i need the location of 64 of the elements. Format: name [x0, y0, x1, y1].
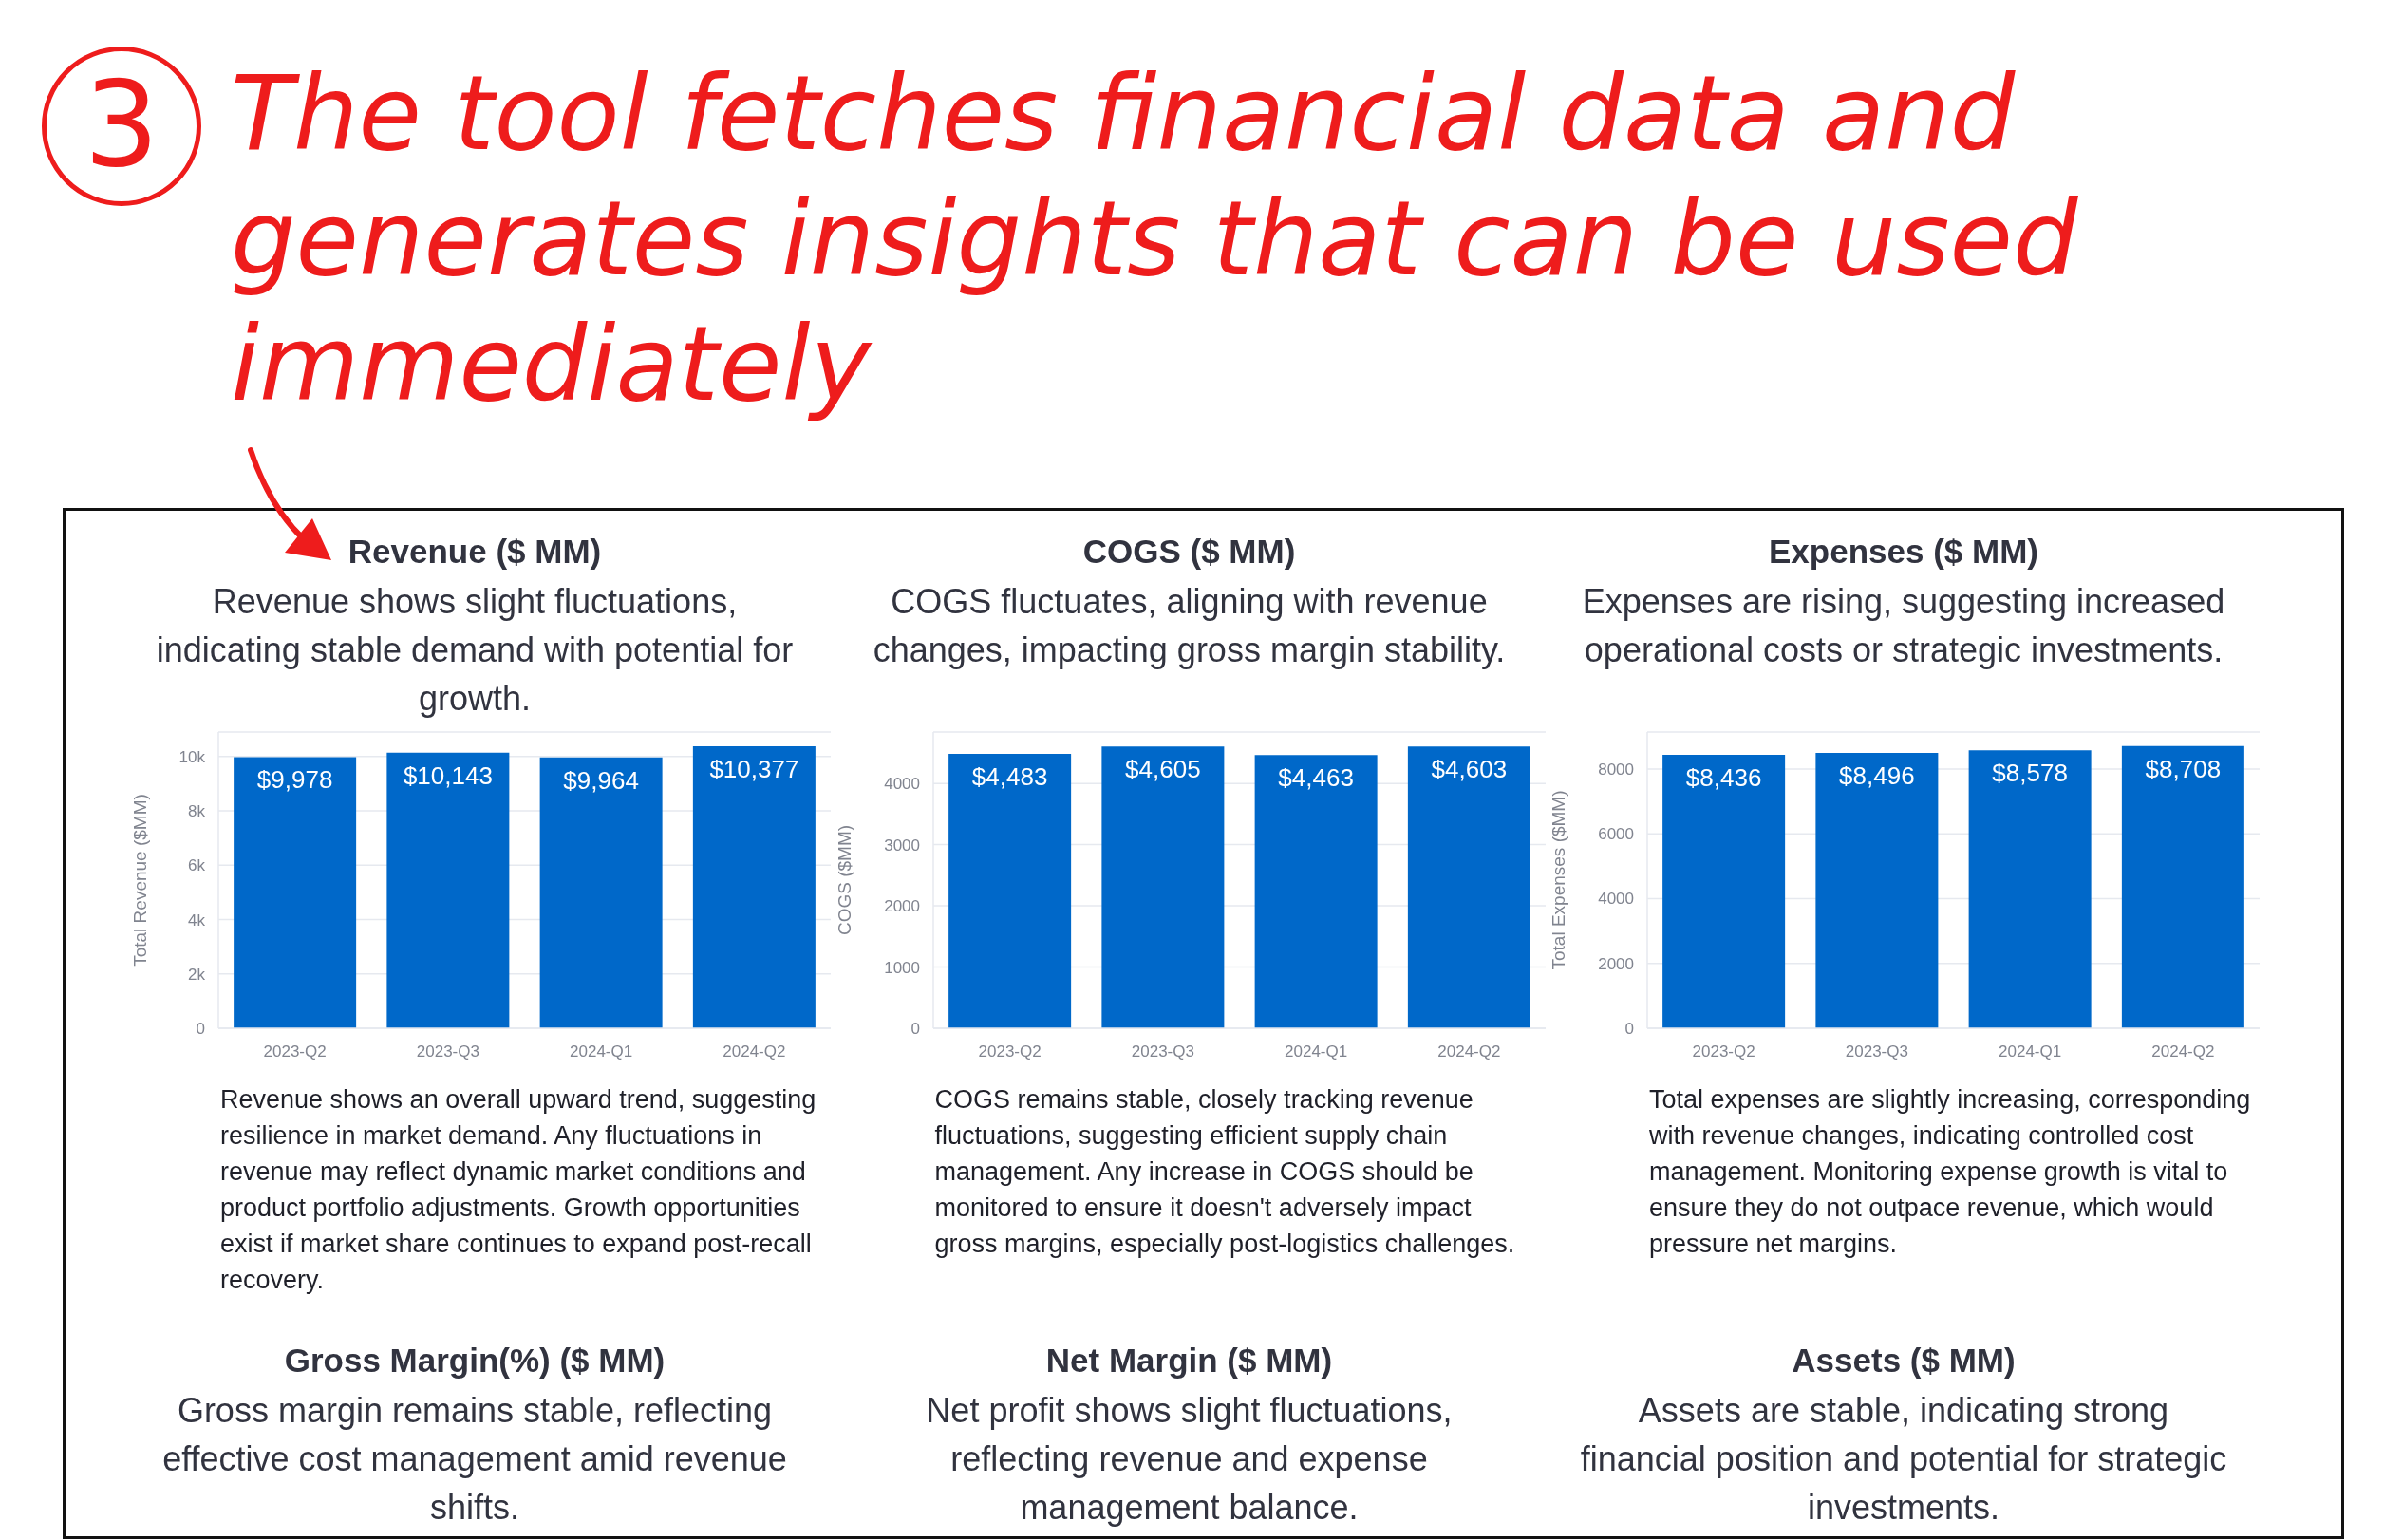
x-tick-label: 2023-Q3	[416, 1042, 479, 1061]
text: Gross Margin(%) ($ MM)	[283, 1341, 666, 1380]
chart-subtitle: Revenue shows slight fluctuations, indicating stable demand with potential for growth.	[155, 581, 795, 720]
y-tick-label: 1000	[883, 958, 920, 977]
bar	[1100, 746, 1224, 1028]
text: Revenue shows an overall upward trend, suggesting resilience in market demand. Any fluctuations in revenue may reflect dynamic market conditions and product portfolio adjustments. Growth opportunities exist if market share continues to expand post-recall recovery.	[220, 1084, 817, 1296]
y-axis-title: COGS ($MM)	[834, 824, 854, 936]
y-tick-label: 0	[1624, 1020, 1634, 1039]
y-tick-label: 6000	[1598, 825, 1634, 844]
bar	[1407, 746, 1530, 1028]
chart-title: COGS ($ MM)	[1081, 532, 1297, 572]
x-tick-label: 2024-Q2	[2151, 1042, 2215, 1061]
chart-subtitle: COGS fluctuates, aligning with revenue changes, impacting gross margin stability.	[872, 581, 1507, 671]
text: Net Margin ($ MM)	[1044, 1341, 1334, 1380]
x-tick-label: 2023-Q2	[263, 1042, 327, 1061]
text: 3	[84, 55, 160, 193]
text: Total expenses are slightly increasing, corresponding with revenue changes, indicating controlled cost management. Monitoring expense growth is vital to ensure they do not outpace revenue, which would pressure net margins.	[1649, 1084, 2252, 1260]
data-label: $10,143	[403, 761, 493, 790]
x-tick-label: 2023-Q2	[978, 1042, 1042, 1061]
text: Gross margin remains stable, reflecting effective cost management amid revenue shifts.	[161, 1390, 788, 1529]
y-tick-label: 0	[910, 1020, 920, 1039]
x-tick-label: 2024-Q1	[1999, 1042, 2062, 1061]
data-label: $9,964	[563, 765, 639, 795]
y-tick-label: 10k	[178, 747, 206, 766]
x-tick-label: 2023-Q3	[1131, 1042, 1194, 1061]
y-tick-label: 8000	[1598, 760, 1634, 779]
y-tick-label: 4000	[1598, 890, 1634, 909]
x-tick-label: 2023-Q2	[1692, 1042, 1755, 1061]
text: Assets ($ MM)	[1791, 1341, 2017, 1380]
y-tick-label: 0	[196, 1020, 205, 1039]
text: Assets are stable, indicating strong financial position and potential for strategic investments.	[1579, 1390, 2228, 1529]
y-tick-label: 3000	[883, 836, 920, 855]
data-label: $8,496	[1839, 761, 1915, 790]
data-label: $4,605	[1124, 755, 1201, 784]
text: Net profit shows slight fluctuations, reflecting revenue and expense management balance.	[925, 1390, 1454, 1529]
y-tick-label: 2k	[188, 965, 206, 984]
data-label: $8,578	[1992, 759, 2068, 788]
x-tick-label: 2024-Q1	[1284, 1042, 1347, 1061]
data-label: $4,603	[1431, 755, 1507, 784]
text: The tool fetches financial data and generates insights that can be used immediately	[231, 53, 2079, 425]
y-tick-label: 6k	[188, 856, 206, 875]
chart-title: Revenue ($ MM)	[347, 532, 603, 572]
data-label: $8,436	[1685, 763, 1762, 793]
data-label: $10,377	[709, 754, 799, 783]
x-tick-label: 2023-Q3	[1845, 1042, 1908, 1061]
x-tick-label: 2024-Q2	[723, 1042, 786, 1061]
y-tick-label: 4k	[188, 911, 206, 930]
chart-subtitle: Expenses are rising, suggesting increased operational costs or strategic investments.	[1581, 581, 2226, 671]
chart-title: Expenses ($ MM)	[1768, 532, 2039, 572]
y-tick-label: 4000	[883, 775, 920, 794]
text: COGS remains stable, closely tracking revenue fluctuations, suggesting efficient supply chain management. Any increase in COGS should be monitored to ensure it doesn't adversely impact gross margins, especially post-logistics challenges.	[934, 1084, 1516, 1260]
data-label: $4,483	[971, 762, 1047, 792]
data-label: $9,978	[256, 765, 333, 795]
x-tick-label: 2024-Q2	[1436, 1042, 1500, 1061]
y-tick-label: 8k	[188, 802, 206, 821]
y-tick-label: 2000	[883, 897, 920, 916]
y-axis-title: Total Revenue ($MM)	[129, 794, 150, 967]
data-label: $8,708	[2145, 754, 2222, 783]
bar	[948, 754, 1071, 1028]
y-tick-label: 2000	[1598, 954, 1634, 973]
data-label: $4,463	[1277, 763, 1354, 793]
x-tick-label: 2024-Q1	[570, 1042, 633, 1061]
y-axis-title: Total Expenses ($MM)	[1548, 790, 1568, 970]
bar	[1254, 755, 1378, 1028]
